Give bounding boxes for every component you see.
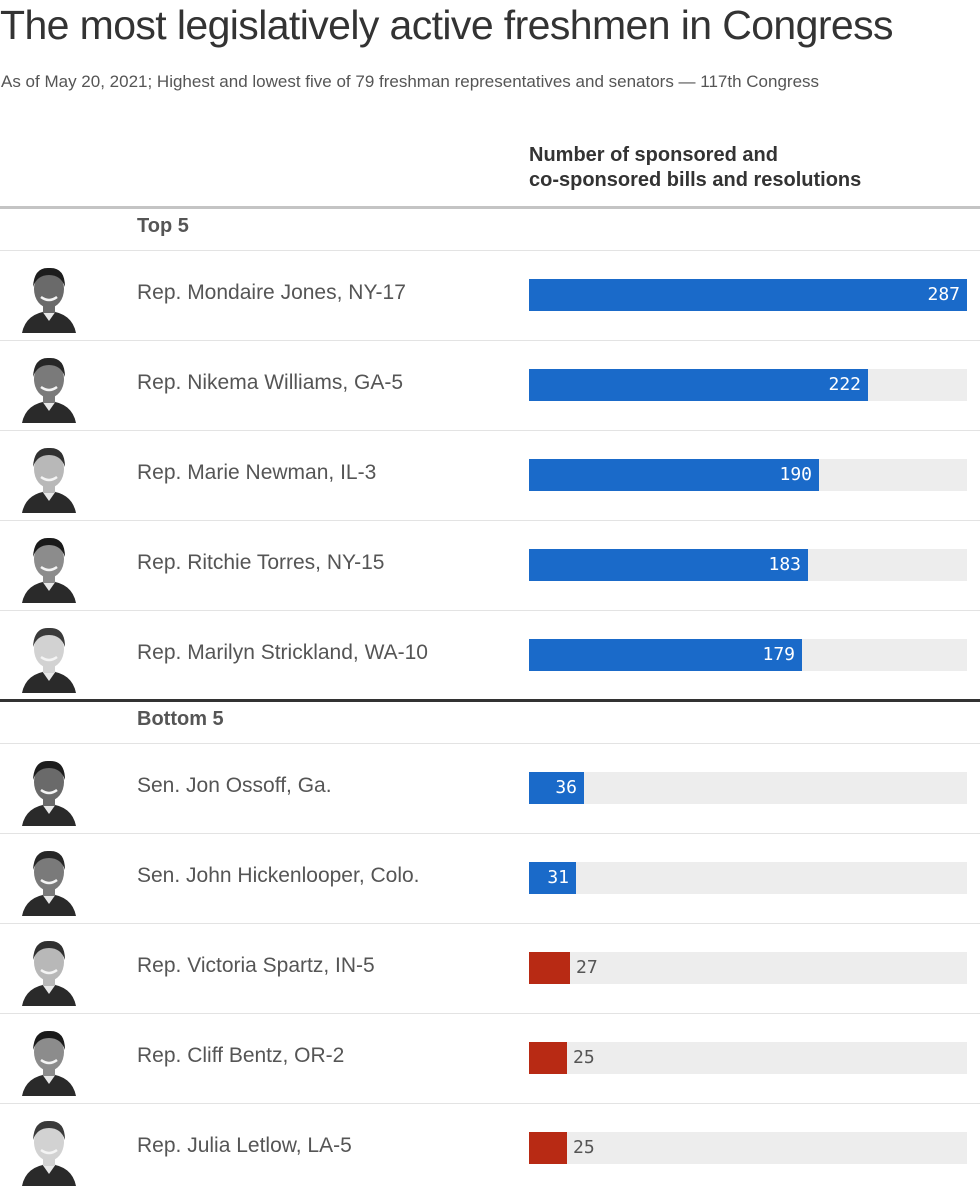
row-divider [0,923,980,924]
bar-mark [529,862,576,894]
row-name: Rep. Victoria Spartz, IN-5 [137,954,375,977]
data-label: 222 [828,374,861,395]
table-row: Sen. John Hickenlooper, Colo. 31 [0,834,980,923]
data-label: 27 [576,957,598,978]
data-label: 31 [547,867,569,888]
table-row: Rep. Mondaire Jones, NY-17 287 [0,251,980,340]
row-name: Rep. Mondaire Jones, NY-17 [137,281,406,304]
group-divider [0,699,980,702]
bar-mark [529,1042,567,1074]
data-label: 36 [555,777,577,798]
bar-track: 25 [529,1042,967,1074]
bar-track: 36 [529,772,967,804]
row-divider [0,430,980,431]
table-row: Rep. Marilyn Strickland, WA-10 179 [0,611,980,700]
data-label: 25 [573,1137,595,1158]
row-divider [0,250,980,251]
bar-track: 183 [529,549,967,581]
bar-mark [529,1132,567,1164]
bar-track: 31 [529,862,967,894]
table-row: Rep. Marie Newman, IL-3 190 [0,431,980,520]
header-divider [0,206,980,209]
row-name: Rep. Nikema Williams, GA-5 [137,371,404,394]
bar-mark [529,279,967,311]
row-divider [0,1013,980,1014]
row-name: Rep. Cliff Bentz, OR-2 [137,1044,345,1067]
data-label: 179 [762,644,795,665]
table-row: Sen. Jon Ossoff, Ga. 36 [0,744,980,833]
bar-track: 25 [529,1132,967,1164]
row-divider [0,610,980,611]
avatar [12,529,86,603]
column-header-line-2: co-sponsored bills and resolutions [529,169,862,191]
chart-subtitle: As of May 20, 2021; Highest and lowest f… [1,72,820,91]
table-row: Rep. Victoria Spartz, IN-5 27 [0,924,980,1013]
bar-track: 179 [529,639,967,671]
bar-track: 27 [529,952,967,984]
data-label: 25 [573,1047,595,1068]
avatar [12,842,86,916]
avatar [12,619,86,693]
column-header: Number of sponsored and co-sponsored bil… [529,143,861,193]
row-name: Rep. Ritchie Torres, NY-15 [137,551,385,574]
data-label: 287 [927,284,960,305]
bar-mark [529,952,570,984]
row-name: Rep. Marie Newman, IL-3 [137,461,377,484]
row-name: Sen. John Hickenlooper, Colo. [137,864,420,887]
row-name: Rep. Marilyn Strickland, WA-10 [137,641,428,664]
table-row: Rep. Julia Letlow, LA-5 25 [0,1104,980,1193]
avatar [12,439,86,513]
bar-mark [529,639,802,671]
row-divider [0,340,980,341]
data-label: 183 [768,554,801,575]
data-label: 190 [779,464,812,485]
bar-mark [529,369,868,401]
row-divider [0,743,980,744]
column-header-line-1: Number of sponsored and [529,144,778,166]
avatar [12,1112,86,1186]
avatar [12,349,86,423]
avatar [12,1022,86,1096]
group-label-0: Top 5 [137,215,189,237]
bar-track: 190 [529,459,967,491]
row-divider [0,520,980,521]
avatar [12,752,86,826]
avatar [12,932,86,1006]
bar-track: 222 [529,369,967,401]
avatar [12,259,86,333]
table-row: Rep. Ritchie Torres, NY-15 183 [0,521,980,610]
chart-title: The most legislatively active freshmen i… [0,2,893,48]
row-name: Sen. Jon Ossoff, Ga. [137,774,332,797]
row-divider [0,1103,980,1104]
row-name: Rep. Julia Letlow, LA-5 [137,1134,352,1157]
bar-track: 287 [529,279,967,311]
group-label-1: Bottom 5 [137,708,224,730]
table-row: Rep. Cliff Bentz, OR-2 25 [0,1014,980,1103]
table-row: Rep. Nikema Williams, GA-5 222 [0,341,980,430]
bar-mark [529,459,819,491]
bar-mark [529,772,584,804]
bar-mark [529,549,808,581]
row-divider [0,833,980,834]
